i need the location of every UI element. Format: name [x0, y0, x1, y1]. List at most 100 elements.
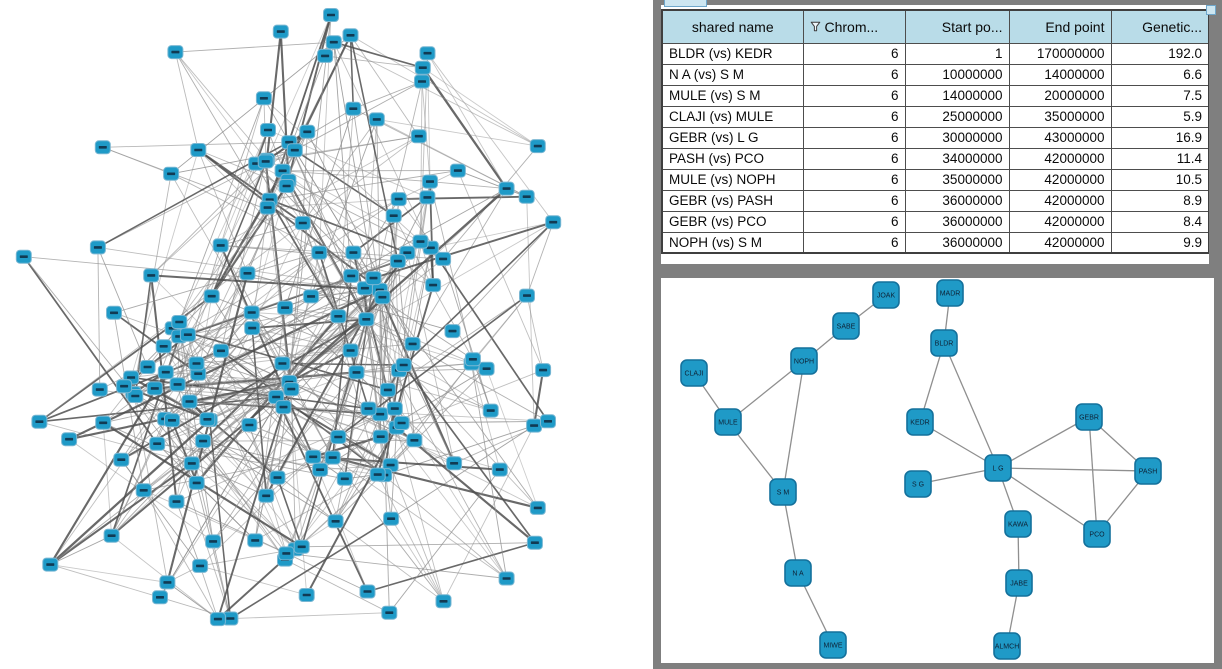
network-edge-l-g-gebr[interactable]: [997, 416, 1090, 469]
network-edge[interactable]: [277, 381, 290, 478]
network-edge[interactable]: [163, 345, 292, 390]
network-edge[interactable]: [165, 371, 290, 383]
network-node[interactable]: [299, 124, 316, 139]
network-node[interactable]: [116, 379, 133, 394]
network-node-gebr[interactable]: GEBR: [1075, 403, 1103, 431]
network-edge[interactable]: [164, 312, 253, 420]
network-edge[interactable]: [174, 51, 199, 151]
table-cell[interactable]: 42000000: [1008, 147, 1112, 170]
network-node[interactable]: [283, 382, 300, 397]
table-cell[interactable]: 8.9: [1110, 189, 1209, 212]
network-edge[interactable]: [353, 81, 423, 110]
network-edge[interactable]: [526, 222, 554, 296]
table-cell[interactable]: 8.4: [1110, 210, 1209, 233]
network-node[interactable]: [164, 413, 180, 428]
network-edge[interactable]: [288, 180, 367, 320]
network-node[interactable]: [244, 321, 261, 336]
network-edge[interactable]: [325, 55, 423, 69]
network-node[interactable]: [390, 192, 407, 207]
table-cell[interactable]: CLAJI (vs) MULE: [661, 105, 804, 128]
network-node[interactable]: [449, 163, 466, 178]
table-row[interactable]: GEBR (vs) L G 6 30000000 43000000 16.9: [661, 126, 1209, 149]
network-edge[interactable]: [143, 381, 290, 491]
network-edge[interactable]: [288, 142, 352, 277]
network-edge[interactable]: [319, 319, 367, 470]
table-cell[interactable]: 14000000: [904, 84, 1010, 107]
network-edge[interactable]: [220, 244, 398, 262]
network-node[interactable]: [435, 594, 452, 609]
table-cell[interactable]: MULE (vs) S M: [661, 84, 804, 107]
network-edge[interactable]: [412, 188, 507, 345]
network-edge[interactable]: [356, 297, 383, 373]
table-cell[interactable]: 10000000: [904, 63, 1010, 86]
network-edge[interactable]: [196, 363, 283, 484]
network-node[interactable]: [298, 588, 315, 602]
table-row[interactable]: BLDR (vs) KEDR 6 1 170000000 192.0: [661, 42, 1209, 65]
network-node[interactable]: [446, 456, 463, 471]
network-edge[interactable]: [366, 318, 549, 422]
network-edge-gebr-pco[interactable]: [1088, 416, 1098, 535]
network-edge[interactable]: [208, 419, 232, 619]
network-node[interactable]: [369, 467, 386, 482]
network-node[interactable]: [247, 533, 264, 548]
network-edge[interactable]: [266, 159, 421, 242]
table-cell[interactable]: GEBR (vs) PASH: [661, 189, 804, 212]
network-edge[interactable]: [333, 42, 374, 279]
network-node-n-a[interactable]: N A: [784, 559, 812, 587]
network-node[interactable]: [171, 315, 188, 329]
table-cell[interactable]: 6: [802, 147, 906, 170]
network-edge[interactable]: [97, 131, 308, 249]
network-node[interactable]: [389, 254, 406, 269]
table-cell[interactable]: 34000000: [904, 147, 1010, 170]
table-cell[interactable]: 35000000: [1008, 105, 1112, 128]
network-edge[interactable]: [102, 312, 252, 424]
network-node[interactable]: [444, 324, 461, 339]
network-edge[interactable]: [282, 170, 434, 286]
overview-network-panel[interactable]: [0, 0, 653, 669]
network-node[interactable]: [260, 123, 276, 137]
column-header-end-point[interactable]: End point: [1008, 9, 1112, 44]
network-edge[interactable]: [50, 564, 161, 598]
network-edge[interactable]: [365, 319, 389, 391]
network-node[interactable]: [345, 245, 362, 260]
network-node[interactable]: [91, 382, 108, 397]
network-edge[interactable]: [150, 131, 308, 276]
overview-network-canvas[interactable]: [0, 0, 653, 669]
network-edge[interactable]: [209, 221, 554, 421]
network-edge[interactable]: [197, 149, 304, 224]
network-node[interactable]: [385, 208, 402, 223]
network-edge[interactable]: [284, 307, 396, 409]
table-row[interactable]: GEBR (vs) PCO 6 36000000 42000000 8.4: [661, 210, 1209, 233]
network-node[interactable]: [188, 475, 205, 490]
network-edge[interactable]: [526, 295, 544, 371]
network-edge[interactable]: [285, 14, 332, 187]
network-edge[interactable]: [320, 464, 391, 471]
network-node-noph[interactable]: NOPH: [790, 347, 818, 375]
network-edge[interactable]: [111, 490, 145, 536]
network-node[interactable]: [157, 365, 174, 380]
network-edge[interactable]: [150, 159, 268, 276]
network-edge[interactable]: [199, 565, 307, 596]
network-edge[interactable]: [265, 407, 284, 496]
column-header-genetic[interactable]: Genetic...: [1110, 9, 1209, 44]
network-node[interactable]: [255, 91, 272, 106]
network-edge[interactable]: [157, 371, 357, 445]
network-node[interactable]: [379, 382, 396, 397]
network-node[interactable]: [372, 429, 389, 444]
network-node[interactable]: [323, 8, 339, 22]
network-edge[interactable]: [356, 371, 491, 412]
network-edge[interactable]: [401, 420, 549, 424]
network-edge[interactable]: [457, 170, 527, 198]
network-edge[interactable]: [373, 221, 554, 280]
network-node[interactable]: [212, 238, 229, 253]
node-shape[interactable]: [1134, 457, 1162, 485]
network-edge[interactable]: [396, 369, 544, 429]
network-edge[interactable]: [216, 406, 285, 620]
network-edge[interactable]: [288, 252, 408, 383]
table-cell[interactable]: 16.9: [1110, 126, 1209, 149]
network-node-pco[interactable]: PCO: [1083, 520, 1111, 548]
network-edge[interactable]: [97, 160, 266, 248]
network-edge[interactable]: [350, 34, 539, 147]
network-node[interactable]: [374, 290, 391, 305]
network-edge[interactable]: [294, 149, 381, 291]
